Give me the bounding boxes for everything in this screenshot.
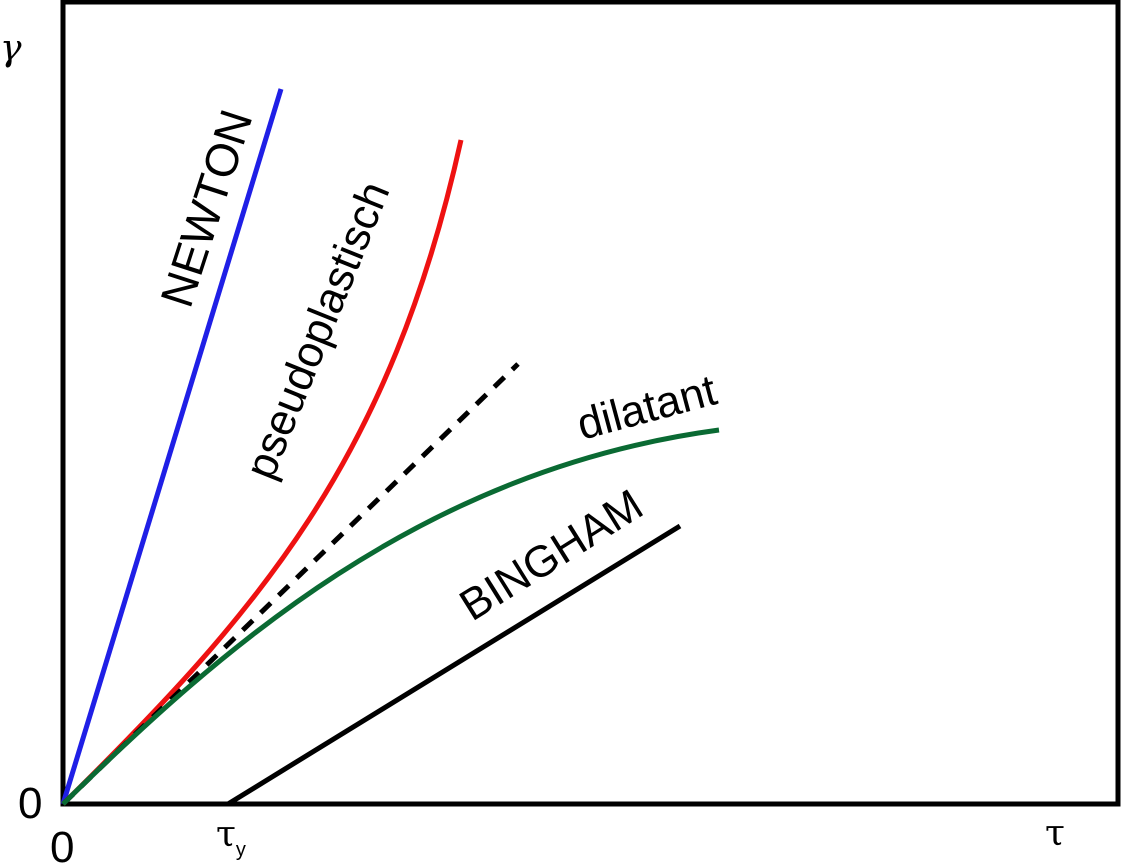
x-axis-symbol: τ xyxy=(1045,813,1065,854)
dilatant-label: dilatant xyxy=(572,366,722,450)
newton-curve xyxy=(60,88,284,805)
plot-frame xyxy=(60,0,1121,807)
yield-stress-tau: τ xyxy=(216,814,236,855)
yield-stress-label: τy xyxy=(216,814,246,861)
dilatant-curve xyxy=(61,427,720,806)
pseudoplastic-curve xyxy=(61,139,464,806)
pseudoplastic-label: pseudoplastisch xyxy=(236,175,400,486)
y-axis-symbol: γ xyxy=(0,28,22,69)
origin-y-label: 0 xyxy=(18,779,42,828)
yield-stress-subscript: y xyxy=(236,839,246,861)
bingham-curve xyxy=(226,523,682,807)
origin-x-label: 0 xyxy=(50,823,74,864)
